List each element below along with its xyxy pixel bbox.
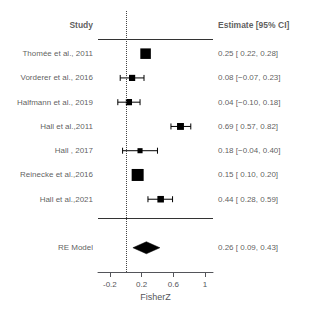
svg-text:Halfmann et al., 2019: Halfmann et al., 2019 — [17, 98, 94, 107]
svg-text:0.69 [ 0.57, 0.82]: 0.69 [ 0.57, 0.82] — [218, 122, 278, 131]
svg-text:Estimate [95% CI]: Estimate [95% CI] — [218, 20, 289, 30]
svg-text:0.08 [−0.07, 0.23]: 0.08 [−0.07, 0.23] — [218, 73, 281, 82]
svg-text:0.04 [−0.10, 0.18]: 0.04 [−0.10, 0.18] — [218, 98, 281, 107]
svg-text:0.18 [−0.04, 0.40]: 0.18 [−0.04, 0.40] — [218, 146, 281, 155]
svg-text:FisherZ: FisherZ — [140, 292, 171, 302]
svg-text:Hall et al.,2011: Hall et al.,2011 — [40, 122, 93, 131]
svg-text:Vorderer et al., 2016: Vorderer et al., 2016 — [21, 73, 94, 82]
svg-text:0.44 [ 0.28, 0.59]: 0.44 [ 0.28, 0.59] — [218, 195, 278, 204]
svg-text:Reinecke et al.,2016: Reinecke et al.,2016 — [20, 170, 93, 179]
svg-text:0.25 [ 0.22, 0.28]: 0.25 [ 0.22, 0.28] — [218, 49, 278, 58]
svg-text:Hall et al.,2021: Hall et al.,2021 — [40, 195, 94, 204]
svg-text:RE Model: RE Model — [58, 243, 93, 252]
svg-text:0.2: 0.2 — [136, 280, 148, 289]
svg-text:Hall , 2017: Hall , 2017 — [55, 146, 94, 155]
svg-text:Study: Study — [69, 20, 93, 30]
svg-text:0.6: 0.6 — [168, 280, 180, 289]
svg-text:-0.2: -0.2 — [103, 280, 117, 289]
svg-text:0.26 [ 0.09, 0.43]: 0.26 [ 0.09, 0.43] — [218, 243, 278, 252]
svg-text:1: 1 — [203, 280, 208, 289]
svg-text:Thomée et al., 2011: Thomée et al., 2011 — [22, 49, 93, 58]
svg-text:0.15 [ 0.10, 0.20]: 0.15 [ 0.10, 0.20] — [218, 170, 278, 179]
